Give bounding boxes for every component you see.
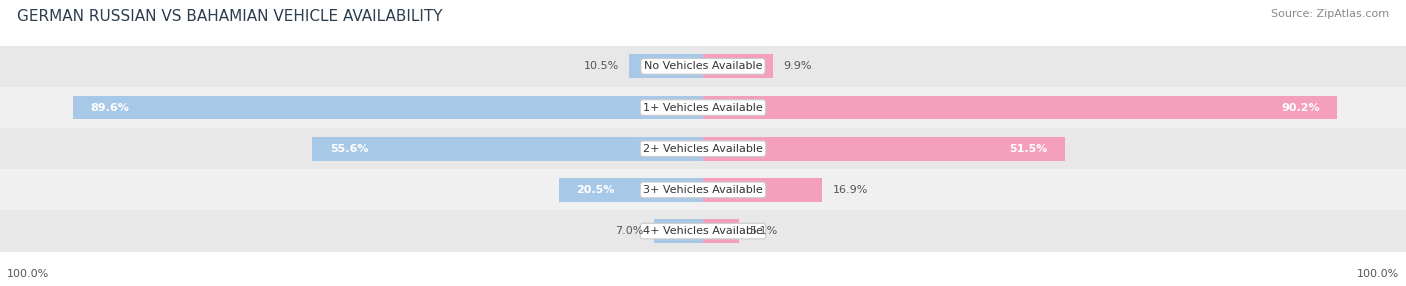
Text: 3+ Vehicles Available: 3+ Vehicles Available [643, 185, 763, 195]
Text: 10.5%: 10.5% [583, 61, 619, 71]
Text: 16.9%: 16.9% [832, 185, 868, 195]
Bar [0, 46, 1406, 87]
Bar [703, 137, 1066, 161]
Bar [0, 128, 1406, 169]
Text: 20.5%: 20.5% [576, 185, 614, 195]
Bar [0, 210, 1406, 252]
Bar [703, 219, 740, 243]
Text: 9.9%: 9.9% [783, 61, 811, 71]
Bar [312, 137, 703, 161]
Bar [0, 169, 1406, 210]
Text: Source: ZipAtlas.com: Source: ZipAtlas.com [1271, 9, 1389, 19]
Text: 5.1%: 5.1% [749, 226, 778, 236]
Text: 89.6%: 89.6% [91, 103, 129, 112]
Bar [0, 87, 1406, 128]
Text: 1+ Vehicles Available: 1+ Vehicles Available [643, 103, 763, 112]
Bar [560, 178, 703, 202]
Text: GERMAN RUSSIAN VS BAHAMIAN VEHICLE AVAILABILITY: GERMAN RUSSIAN VS BAHAMIAN VEHICLE AVAIL… [17, 9, 443, 23]
Bar [654, 219, 703, 243]
Text: 100.0%: 100.0% [7, 269, 49, 279]
Text: 7.0%: 7.0% [614, 226, 644, 236]
Bar [703, 96, 1337, 120]
Text: 55.6%: 55.6% [329, 144, 368, 154]
Bar [703, 178, 821, 202]
Bar [73, 96, 703, 120]
Text: 90.2%: 90.2% [1281, 103, 1319, 112]
Text: No Vehicles Available: No Vehicles Available [644, 61, 762, 71]
Text: 100.0%: 100.0% [1357, 269, 1399, 279]
Bar [703, 54, 773, 78]
Text: 2+ Vehicles Available: 2+ Vehicles Available [643, 144, 763, 154]
Text: 4+ Vehicles Available: 4+ Vehicles Available [643, 226, 763, 236]
Text: 51.5%: 51.5% [1010, 144, 1047, 154]
Bar [630, 54, 703, 78]
